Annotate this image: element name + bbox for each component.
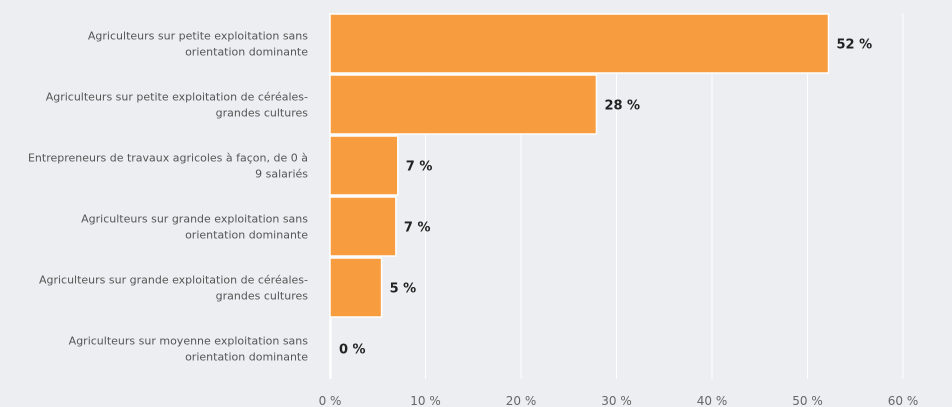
category-label-line: Agriculteurs sur grande exploitation san… <box>81 213 308 226</box>
category-label: Entrepreneurs de travaux agricoles à faç… <box>28 152 308 181</box>
category-label-line: Agriculteurs sur petite exploitation de … <box>46 91 308 104</box>
category-label: Agriculteurs sur moyenne exploitation sa… <box>69 335 309 364</box>
category-label-line: grandes cultures <box>216 107 309 120</box>
bar-value-label: 0 % <box>339 343 366 358</box>
bar <box>329 135 399 196</box>
x-axis-tick-labels: 0 % 10 % 20 % 30 % 40 % 50 % 60 % <box>319 394 919 407</box>
bar-value-label: 52 % <box>837 38 873 53</box>
bar-value-label: 7 % <box>406 160 433 175</box>
bars <box>329 13 830 379</box>
category-labels: Agriculteurs sur petite exploitation san… <box>28 30 308 364</box>
bar <box>329 318 332 379</box>
x-tick-label: 20 % <box>506 394 537 407</box>
bar <box>329 74 598 135</box>
category-label: Agriculteurs sur petite exploitation de … <box>46 91 309 120</box>
category-label: Agriculteurs sur grande exploitation san… <box>81 213 308 242</box>
x-tick-label: 0 % <box>319 394 342 407</box>
category-label-line: orientation dominante <box>185 46 308 59</box>
x-tick-label: 30 % <box>601 394 632 407</box>
category-label-line: Agriculteurs sur grande exploitation de … <box>39 274 308 287</box>
bar <box>329 257 383 318</box>
category-label-line: Agriculteurs sur moyenne exploitation sa… <box>69 335 309 348</box>
bar-value-label: 28 % <box>604 99 640 114</box>
x-tick-label: 40 % <box>697 394 728 407</box>
bar-value-label: 7 % <box>404 221 431 236</box>
x-tick-label: 50 % <box>792 394 823 407</box>
grid-lines <box>329 13 904 379</box>
bar <box>329 13 830 74</box>
value-labels: 52 % 28 % 7 % 7 % 5 % 0 % <box>339 38 872 358</box>
x-tick-label: 60 % <box>888 394 919 407</box>
category-label: Agriculteurs sur grande exploitation de … <box>39 274 308 303</box>
category-label-line: 9 salariés <box>255 168 308 181</box>
category-label-line: Agriculteurs sur petite exploitation san… <box>88 30 308 43</box>
category-label-line: orientation dominante <box>185 229 308 242</box>
x-tick-label: 10 % <box>410 394 441 407</box>
category-label-line: Entrepreneurs de travaux agricoles à faç… <box>28 152 308 165</box>
bar-value-label: 5 % <box>390 282 417 297</box>
category-label-line: orientation dominante <box>185 351 308 364</box>
category-label-line: grandes cultures <box>216 290 309 303</box>
category-label: Agriculteurs sur petite exploitation san… <box>88 30 308 59</box>
bar <box>329 196 397 257</box>
